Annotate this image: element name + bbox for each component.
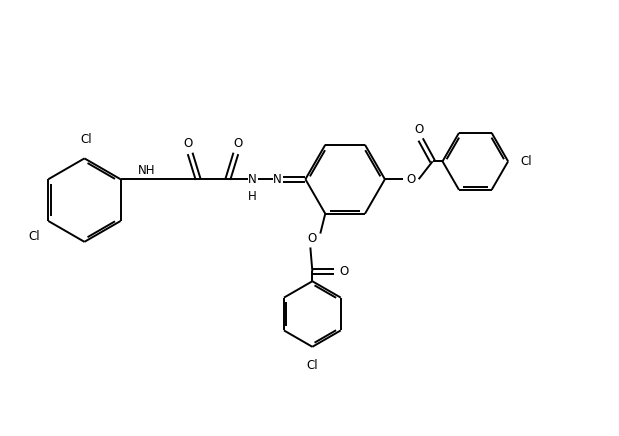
Text: N: N <box>248 173 257 186</box>
Text: Cl: Cl <box>306 359 318 372</box>
Text: O: O <box>406 173 415 186</box>
Text: O: O <box>308 232 317 245</box>
Text: Cl: Cl <box>28 230 40 243</box>
Text: Cl: Cl <box>80 133 92 146</box>
Text: Cl: Cl <box>520 155 532 168</box>
Text: O: O <box>183 137 193 150</box>
Text: H: H <box>248 190 257 203</box>
Text: O: O <box>340 265 348 278</box>
Text: O: O <box>414 123 423 136</box>
Text: N: N <box>273 173 282 186</box>
Text: O: O <box>233 137 243 150</box>
Text: NH: NH <box>137 164 155 177</box>
